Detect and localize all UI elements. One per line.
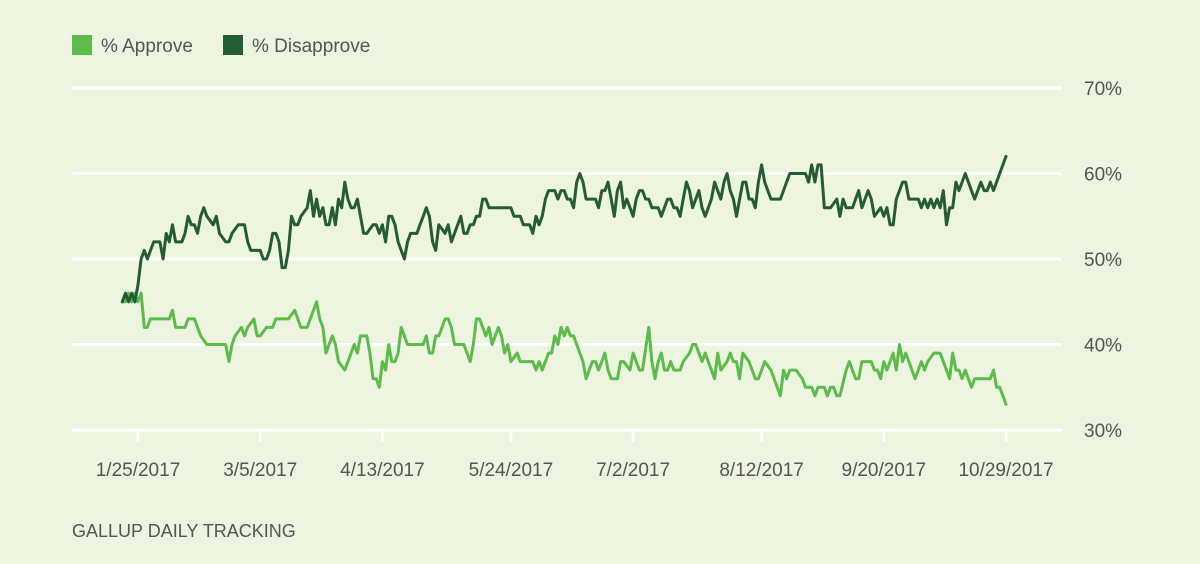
series-line-approve[interactable] bbox=[120, 291, 1008, 406]
y-tick-label-30: 30% bbox=[1084, 421, 1122, 442]
legend-item-approve[interactable]: % Approve bbox=[72, 35, 193, 57]
x-tick-label-4: 7/2/2017 bbox=[596, 460, 670, 481]
x-axis: 1/25/2017 3/5/2017 4/13/2017 5/24/2017 7/2/2… bbox=[96, 429, 1054, 481]
y-tick-label-70: 70% bbox=[1084, 79, 1122, 100]
legend-swatch-disapprove bbox=[223, 35, 243, 55]
legend-label-disapprove: % Disapprove bbox=[252, 36, 370, 57]
y-tick-label-60: 60% bbox=[1084, 165, 1122, 186]
x-tick-label-7: 10/29/2017 bbox=[958, 460, 1053, 481]
x-tick-label-1: 3/5/2017 bbox=[223, 460, 297, 481]
x-tick-label-5: 8/12/2017 bbox=[719, 460, 804, 481]
gridlines bbox=[72, 86, 1062, 432]
y-tick-label-40: 40% bbox=[1084, 336, 1122, 357]
legend: % Approve % Disapprove bbox=[72, 35, 370, 57]
x-tick-label-2: 4/13/2017 bbox=[340, 460, 425, 481]
source-label: GALLUP DAILY TRACKING bbox=[72, 521, 296, 541]
series-line-disapprove[interactable] bbox=[120, 154, 1008, 304]
y-tick-label-50: 50% bbox=[1084, 250, 1122, 271]
series-lines bbox=[120, 154, 1008, 406]
legend-swatch-approve bbox=[72, 35, 92, 55]
y-axis: 30% 40% 50% 60% 70% bbox=[1084, 79, 1122, 442]
x-tick-label-3: 5/24/2017 bbox=[469, 460, 554, 481]
x-tick-label-0: 1/25/2017 bbox=[96, 460, 181, 481]
x-tick-label-6: 9/20/2017 bbox=[842, 460, 927, 481]
legend-label-approve: % Approve bbox=[101, 36, 193, 57]
legend-item-disapprove[interactable]: % Disapprove bbox=[223, 35, 370, 57]
